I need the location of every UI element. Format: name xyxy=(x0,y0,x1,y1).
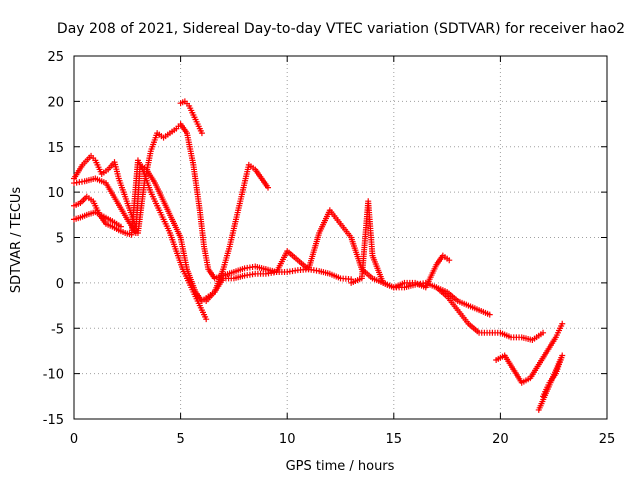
x-tick-label: 15 xyxy=(386,432,403,447)
x-tick-label: 25 xyxy=(599,432,616,447)
data-point-markers xyxy=(535,352,566,413)
series-track-4 xyxy=(71,98,205,230)
series-track-6 xyxy=(262,207,453,291)
data-point-markers xyxy=(262,207,453,291)
y-tick-label: 25 xyxy=(47,50,64,65)
data-point-markers xyxy=(71,98,205,230)
data-point-markers xyxy=(203,161,272,305)
y-tick-label: -15 xyxy=(43,413,64,428)
x-tick-label: 0 xyxy=(70,432,78,447)
series-track-9 xyxy=(493,320,566,386)
tick-layer: 0 5 10 15 20 25 -15 -10 -5 0 5 10 15 20 25 xyxy=(43,50,616,447)
x-tick-label: 5 xyxy=(176,432,184,447)
y-tick-label: 20 xyxy=(47,95,64,110)
y-tick-label: -10 xyxy=(43,368,64,383)
series-track-5 xyxy=(203,161,272,305)
data-point-markers xyxy=(493,320,566,386)
data-point-markers xyxy=(71,161,355,305)
data-point-markers xyxy=(71,157,210,323)
y-axis-label: SDTVAR / TECUs xyxy=(9,187,24,294)
data-point-markers xyxy=(71,121,269,282)
series-track-2 xyxy=(71,161,355,305)
data-layer xyxy=(71,98,566,413)
series-track-3 xyxy=(71,157,210,323)
y-tick-label: 10 xyxy=(47,186,64,201)
data-point-markers xyxy=(348,198,493,318)
y-tick-label: -5 xyxy=(51,322,64,337)
chart-title: Day 208 of 2021, Sidereal Day-to-day VTE… xyxy=(57,21,625,37)
y-tick-label: 0 xyxy=(56,277,64,292)
plot-frame xyxy=(73,55,608,420)
x-tick-label: 20 xyxy=(492,432,509,447)
x-axis-label: GPS time / hours xyxy=(286,459,395,474)
grid-layer xyxy=(74,56,607,419)
series-track-1 xyxy=(71,121,269,282)
x-tick-label: 10 xyxy=(279,432,296,447)
series-track-7 xyxy=(348,198,493,318)
y-tick-label: 5 xyxy=(56,232,64,247)
series-track-8 xyxy=(433,284,547,344)
y-tick-label: 15 xyxy=(47,141,64,156)
series-track-10 xyxy=(535,352,566,413)
data-point-markers xyxy=(433,284,547,344)
